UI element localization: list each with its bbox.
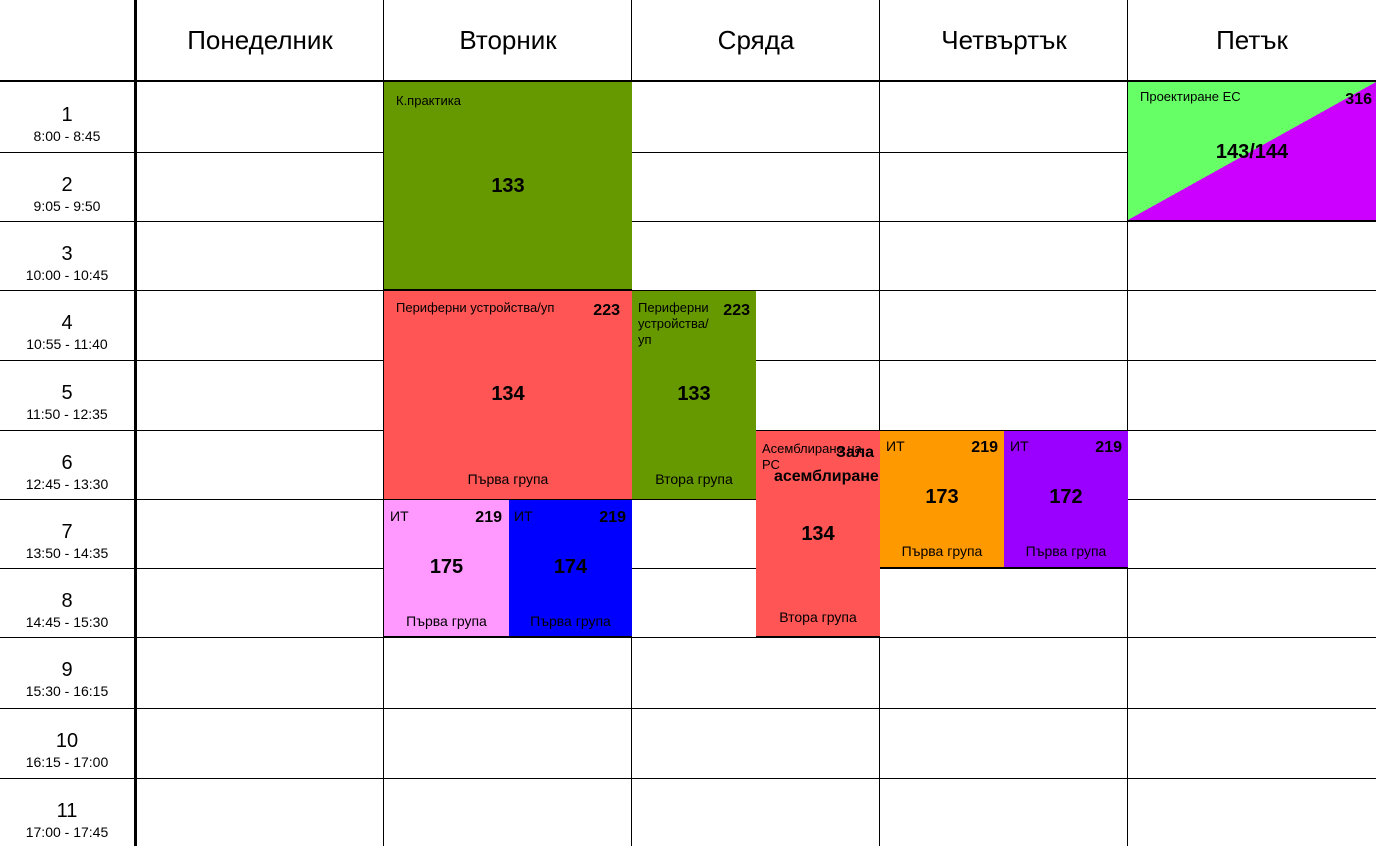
slot-label: 9 15:30 - 16:15 bbox=[0, 637, 134, 699]
slot-number: 4 bbox=[61, 312, 73, 334]
slot-number: 8 bbox=[61, 590, 73, 612]
slot-time: 11:50 - 12:35 bbox=[26, 406, 108, 422]
slot-label: 11 17:00 - 17:45 bbox=[0, 778, 134, 840]
day-header-thursday: Четвъртък bbox=[941, 25, 1067, 55]
day-header-monday: Понеделник bbox=[187, 25, 333, 55]
lesson-title: Асемблиране на РС bbox=[762, 441, 862, 472]
lesson-code: 143/144 bbox=[1215, 141, 1289, 163]
day-header-tuesday: Вторник bbox=[459, 25, 557, 55]
slot-number: 5 bbox=[61, 382, 73, 404]
lesson-group: Първа група bbox=[406, 613, 487, 629]
lesson-group: Първа група bbox=[901, 543, 983, 559]
lesson-code: 134 bbox=[801, 523, 835, 545]
slot-label: 3 10:00 - 10:45 bbox=[0, 221, 134, 283]
lesson-group: Първа група bbox=[530, 613, 611, 629]
lesson-code: 133 bbox=[677, 383, 711, 405]
slot-time: 15:30 - 16:15 bbox=[25, 683, 109, 699]
slot-time: 12:45 - 13:30 bbox=[25, 476, 109, 492]
lesson-title: Периферни устройства/уп bbox=[638, 300, 709, 347]
lesson-room: 223 bbox=[593, 302, 620, 319]
lesson-group: Първа група bbox=[1025, 543, 1107, 559]
slot-number: 9 bbox=[61, 659, 73, 681]
slot-time: 10:00 - 10:45 bbox=[25, 267, 109, 283]
slot-number: 3 bbox=[61, 243, 73, 265]
lesson-code: 133 bbox=[491, 175, 525, 197]
lesson-code: 134 bbox=[491, 383, 525, 405]
lesson-block-it-173[interactable]: ИТ 219 173 Първа група bbox=[880, 431, 1004, 568]
lesson-code: 175 bbox=[429, 556, 464, 578]
slot-time: 8:00 - 8:45 bbox=[33, 128, 101, 144]
lesson-code: 173 bbox=[925, 486, 959, 508]
lesson-room: Зала асемблиране bbox=[774, 444, 879, 485]
slot-number: 2 bbox=[61, 174, 73, 196]
lesson-title: ИТ bbox=[514, 508, 533, 524]
slot-number: 1 bbox=[61, 104, 73, 126]
lesson-block-it-175[interactable]: ИТ 219 175 Първа група bbox=[384, 500, 509, 637]
slot-number: 7 bbox=[61, 521, 73, 543]
lesson-code: 174 bbox=[553, 556, 588, 578]
slot-label: 10 16:15 - 17:00 bbox=[0, 708, 134, 770]
slot-number: 11 bbox=[56, 800, 78, 822]
lesson-room: 223 bbox=[723, 302, 750, 319]
lesson-title: Периферни устройства/уп bbox=[396, 300, 555, 315]
lesson-room: 219 bbox=[971, 439, 998, 456]
lesson-block-kpraktika[interactable]: К.практика 133 bbox=[384, 82, 632, 290]
lesson-code: 172 bbox=[1049, 486, 1083, 508]
lesson-room: 219 bbox=[475, 509, 502, 526]
slot-label: 6 12:45 - 13:30 bbox=[0, 430, 134, 492]
slot-time: 17:00 - 17:45 bbox=[25, 824, 109, 840]
lesson-block-periferni-group1[interactable]: Периферни устройства/уп 223 134 Първа гр… bbox=[384, 291, 632, 499]
slot-label: 1 8:00 - 8:45 bbox=[0, 82, 134, 144]
slot-time: 9:05 - 9:50 bbox=[33, 198, 101, 214]
slot-number: 6 bbox=[61, 452, 73, 474]
slot-time: 13:50 - 14:35 bbox=[25, 545, 109, 561]
lesson-room: 219 bbox=[599, 509, 626, 526]
lesson-title: Проектиране ЕС bbox=[1140, 89, 1241, 104]
lesson-title: ИТ bbox=[886, 438, 905, 454]
lesson-group: Втора група bbox=[779, 609, 857, 625]
slot-time: 14:45 - 15:30 bbox=[25, 614, 109, 630]
slot-time: 10:55 - 11:40 bbox=[26, 336, 108, 352]
lesson-group: Първа група bbox=[467, 471, 549, 487]
slot-label: 5 11:50 - 12:35 bbox=[0, 360, 134, 422]
lesson-block-periferni-group2[interactable]: Периферни устройства/уп 223 133 Втора гр… bbox=[632, 291, 756, 499]
day-header-friday: Петък bbox=[1216, 25, 1288, 55]
slot-label: 7 13:50 - 14:35 bbox=[0, 499, 134, 561]
lesson-block-it-174[interactable]: ИТ 219 174 Първа група bbox=[509, 500, 632, 637]
lesson-group: Втора група bbox=[655, 471, 733, 487]
slot-label: 2 9:05 - 9:50 bbox=[0, 152, 134, 214]
lesson-block-proektirane[interactable]: Проектиране ЕС 316 143/144 bbox=[1128, 82, 1376, 221]
lesson-block-asemblirane[interactable]: Асемблиране на РС Зала асемблиране 134 В… bbox=[756, 431, 880, 637]
slot-label: 8 14:45 - 15:30 bbox=[0, 568, 134, 630]
lesson-title: К.практика bbox=[396, 93, 461, 108]
lesson-title: ИТ bbox=[1010, 438, 1029, 454]
lesson-block-it-172[interactable]: ИТ 219 172 Първа група bbox=[1004, 431, 1128, 568]
lesson-title: ИТ bbox=[390, 508, 409, 524]
slot-time: 16:15 - 17:00 bbox=[25, 754, 109, 770]
day-header-wednesday: Сряда bbox=[717, 25, 795, 55]
lesson-room: 316 bbox=[1345, 91, 1372, 108]
slot-number: 10 bbox=[55, 730, 79, 752]
lesson-room: 219 bbox=[1095, 439, 1122, 456]
slot-label: 4 10:55 - 11:40 bbox=[0, 290, 134, 352]
